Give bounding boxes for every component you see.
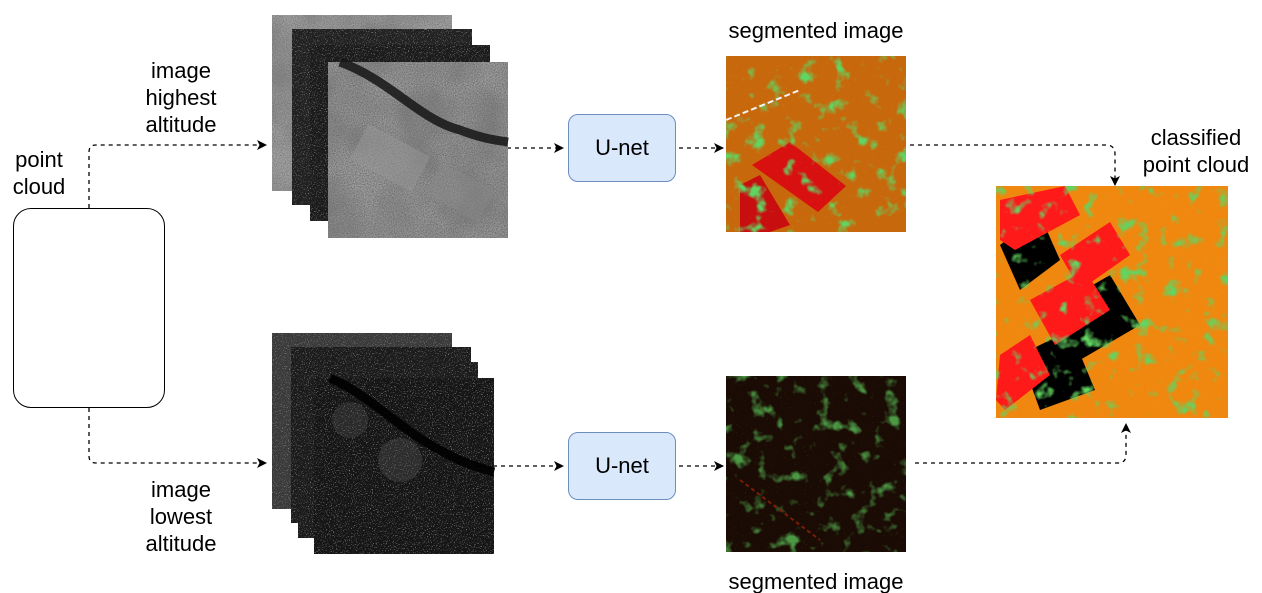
unet-label: U-net bbox=[595, 453, 649, 478]
classified-point-cloud bbox=[996, 186, 1228, 418]
arrow-bottom-seg-to-classified bbox=[915, 423, 1131, 464]
label-line: altitude bbox=[145, 112, 217, 137]
segmented-image-top-label: segmented image bbox=[728, 18, 904, 43]
arrow-top-seg-to-classified bbox=[910, 144, 1120, 186]
label-line: image bbox=[151, 477, 211, 502]
arrow-to-top-stack bbox=[88, 140, 267, 208]
unet-box-top: U-net bbox=[568, 114, 676, 182]
point-cloud-box bbox=[13, 208, 165, 408]
segmented-image-bottom-label: segmented image bbox=[728, 569, 904, 593]
connectors bbox=[88, 140, 1131, 471]
point-cloud-label: point cloud bbox=[0, 146, 78, 200]
segmented-image-bottom bbox=[726, 376, 906, 552]
branch-bottom-label: image lowest altitude bbox=[126, 476, 236, 557]
label-line: lowest bbox=[149, 504, 213, 529]
label-line: point bbox=[15, 147, 63, 172]
stack-layer-front bbox=[328, 57, 509, 238]
image-stack-bottom bbox=[272, 333, 496, 554]
unet-box-bottom: U-net bbox=[568, 432, 676, 500]
segmented-image-top bbox=[725, 56, 906, 232]
arrow-to-bottom-stack bbox=[88, 408, 267, 468]
stack-layer-front bbox=[314, 373, 496, 554]
branch-top-label: image highest altitude bbox=[126, 57, 236, 138]
label-line: highest bbox=[145, 85, 217, 110]
label-line: image bbox=[151, 58, 211, 83]
label-line: classified bbox=[1150, 125, 1242, 150]
label-line: cloud bbox=[12, 174, 66, 199]
image-stack-top bbox=[272, 15, 509, 238]
classified-label: classified point cloud bbox=[1130, 124, 1262, 178]
label-line: altitude bbox=[145, 531, 217, 556]
label-line: point cloud bbox=[1142, 152, 1250, 177]
unet-label: U-net bbox=[595, 135, 649, 160]
